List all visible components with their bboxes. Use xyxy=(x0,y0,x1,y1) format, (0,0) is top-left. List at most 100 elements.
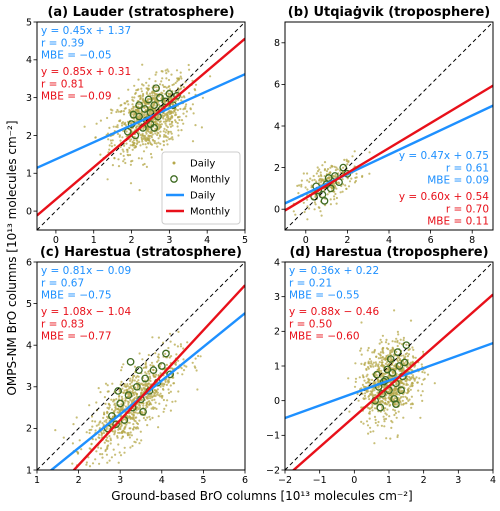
daily-point xyxy=(345,187,348,190)
daily-point xyxy=(149,418,152,421)
daily-point xyxy=(374,364,377,367)
daily-point xyxy=(182,86,185,89)
daily-point xyxy=(398,398,401,401)
daily-point xyxy=(366,406,369,409)
daily-point xyxy=(146,397,149,400)
daily-point xyxy=(91,420,94,423)
daily-point xyxy=(105,419,108,422)
daily-point xyxy=(136,141,139,144)
daily-point xyxy=(168,332,172,335)
daily-point xyxy=(122,150,125,153)
daily-point xyxy=(168,110,171,113)
daily-point xyxy=(149,152,153,156)
daily-point xyxy=(131,444,134,448)
daily-point xyxy=(141,383,144,386)
daily-point xyxy=(124,121,127,124)
daily-point xyxy=(170,132,173,135)
daily-point xyxy=(420,394,423,397)
daily-point xyxy=(167,115,170,118)
daily-point xyxy=(163,112,166,115)
daily-point xyxy=(121,121,125,124)
x-tick-label: 3 xyxy=(166,235,172,246)
daily-point xyxy=(194,357,197,360)
daily-point xyxy=(334,173,337,176)
daily-point xyxy=(117,411,120,414)
daily-point xyxy=(133,379,136,382)
daily-point xyxy=(127,402,130,406)
daily-point xyxy=(296,184,299,187)
x-tick-label: 2 xyxy=(421,475,427,486)
daily-point xyxy=(177,330,180,333)
x-tick-label: 2 xyxy=(129,235,135,246)
daily-point xyxy=(405,360,408,363)
daily-point xyxy=(191,103,194,106)
daily-stat-line: r = 0.67 xyxy=(41,277,84,289)
daily-point xyxy=(85,431,88,434)
daily-point xyxy=(323,169,326,172)
daily-point xyxy=(85,461,88,464)
daily-point xyxy=(343,158,346,161)
daily-point xyxy=(194,124,197,127)
legend-monthly-point-marker xyxy=(170,175,178,183)
daily-point xyxy=(137,157,140,160)
monthly-point xyxy=(388,369,397,377)
daily-point xyxy=(139,430,142,433)
daily-point xyxy=(157,137,160,140)
daily-point xyxy=(127,88,130,91)
daily-point xyxy=(348,410,351,413)
daily-point xyxy=(375,374,378,377)
daily-point xyxy=(127,111,131,114)
daily-point xyxy=(101,456,104,459)
daily-point xyxy=(178,118,181,122)
daily-point xyxy=(156,355,159,358)
daily-point xyxy=(120,366,123,369)
daily-point xyxy=(110,408,114,411)
daily-point xyxy=(152,368,155,372)
daily-point xyxy=(120,395,123,398)
daily-point xyxy=(384,341,388,344)
daily-point xyxy=(406,388,410,391)
daily-point xyxy=(131,96,134,99)
daily-point xyxy=(162,120,166,123)
daily-point xyxy=(145,372,148,375)
daily-point xyxy=(379,354,382,357)
daily-point xyxy=(148,77,151,80)
daily-point xyxy=(380,424,383,427)
daily-point xyxy=(151,133,154,136)
monthly-stat-line: y = 1.08x − 1.04 xyxy=(41,306,131,318)
daily-point xyxy=(374,418,377,421)
daily-point xyxy=(150,131,153,134)
daily-point xyxy=(397,356,400,359)
daily-point xyxy=(148,372,151,375)
daily-point xyxy=(398,342,401,345)
daily-point xyxy=(183,96,186,99)
daily-point xyxy=(110,111,113,115)
daily-point xyxy=(177,134,180,137)
x-tick-label: 0 xyxy=(53,235,59,246)
daily-point xyxy=(145,165,148,168)
daily-point xyxy=(151,138,154,141)
daily-point xyxy=(103,478,105,480)
daily-point xyxy=(119,110,122,113)
daily-point xyxy=(174,120,177,123)
daily-point xyxy=(146,98,149,101)
daily-point xyxy=(106,406,109,409)
daily-point xyxy=(123,383,126,386)
x-tick-label: 1 xyxy=(91,235,97,246)
daily-point xyxy=(314,203,317,206)
daily-point xyxy=(134,441,137,444)
daily-point xyxy=(392,408,395,411)
daily-point xyxy=(313,201,316,204)
daily-point xyxy=(153,140,156,143)
daily-point xyxy=(179,343,182,346)
daily-point xyxy=(368,378,371,381)
daily-point xyxy=(182,358,185,361)
y-tick-label: −2 xyxy=(266,465,280,476)
daily-point xyxy=(389,359,392,362)
daily-point xyxy=(161,77,164,80)
daily-point xyxy=(390,426,393,429)
daily-point xyxy=(319,210,322,213)
daily-point xyxy=(409,388,412,391)
daily-point xyxy=(402,354,405,357)
daily-point xyxy=(417,389,420,392)
